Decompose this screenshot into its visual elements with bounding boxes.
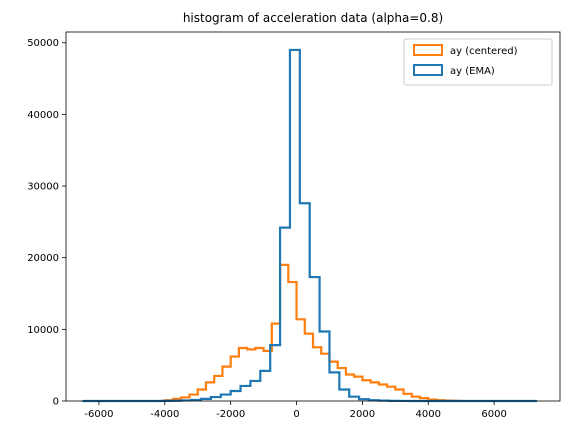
x-tick-label: 0 bbox=[293, 409, 299, 420]
series-centered-step bbox=[163, 263, 463, 402]
plot-area bbox=[82, 48, 537, 403]
y-tick-label: 50000 bbox=[27, 38, 59, 49]
y-tick-label: 40000 bbox=[27, 110, 59, 121]
legend-label-ema: ay (EMA) bbox=[450, 66, 495, 77]
y-tick-label: 0 bbox=[53, 397, 59, 408]
x-tick-label: -2000 bbox=[216, 409, 245, 420]
x-tick-label: -6000 bbox=[84, 409, 113, 420]
x-tick-label: 2000 bbox=[350, 409, 375, 420]
legend: ay (centered) ay (EMA) bbox=[403, 38, 553, 86]
axes-frame bbox=[65, 31, 561, 402]
x-tick-label: 6000 bbox=[481, 409, 506, 420]
y-tick-label: 10000 bbox=[27, 325, 59, 336]
legend-patch-ema bbox=[413, 64, 443, 76]
x-tick-label: 4000 bbox=[416, 409, 441, 420]
x-axis: -6000 -4000 -2000 0 2000 4000 6000 bbox=[84, 401, 507, 420]
y-tick-label: 20000 bbox=[27, 253, 59, 264]
y-axis: 0 10000 20000 30000 40000 50000 bbox=[27, 38, 66, 408]
series-ema-step bbox=[82, 48, 537, 403]
legend-label-centered: ay (centered) bbox=[450, 46, 518, 57]
legend-patch-centered bbox=[413, 44, 443, 56]
x-tick-label: -4000 bbox=[150, 409, 179, 420]
chart-title: histogram of acceleration data (alpha=0.… bbox=[183, 11, 443, 25]
y-tick-label: 30000 bbox=[27, 182, 59, 193]
